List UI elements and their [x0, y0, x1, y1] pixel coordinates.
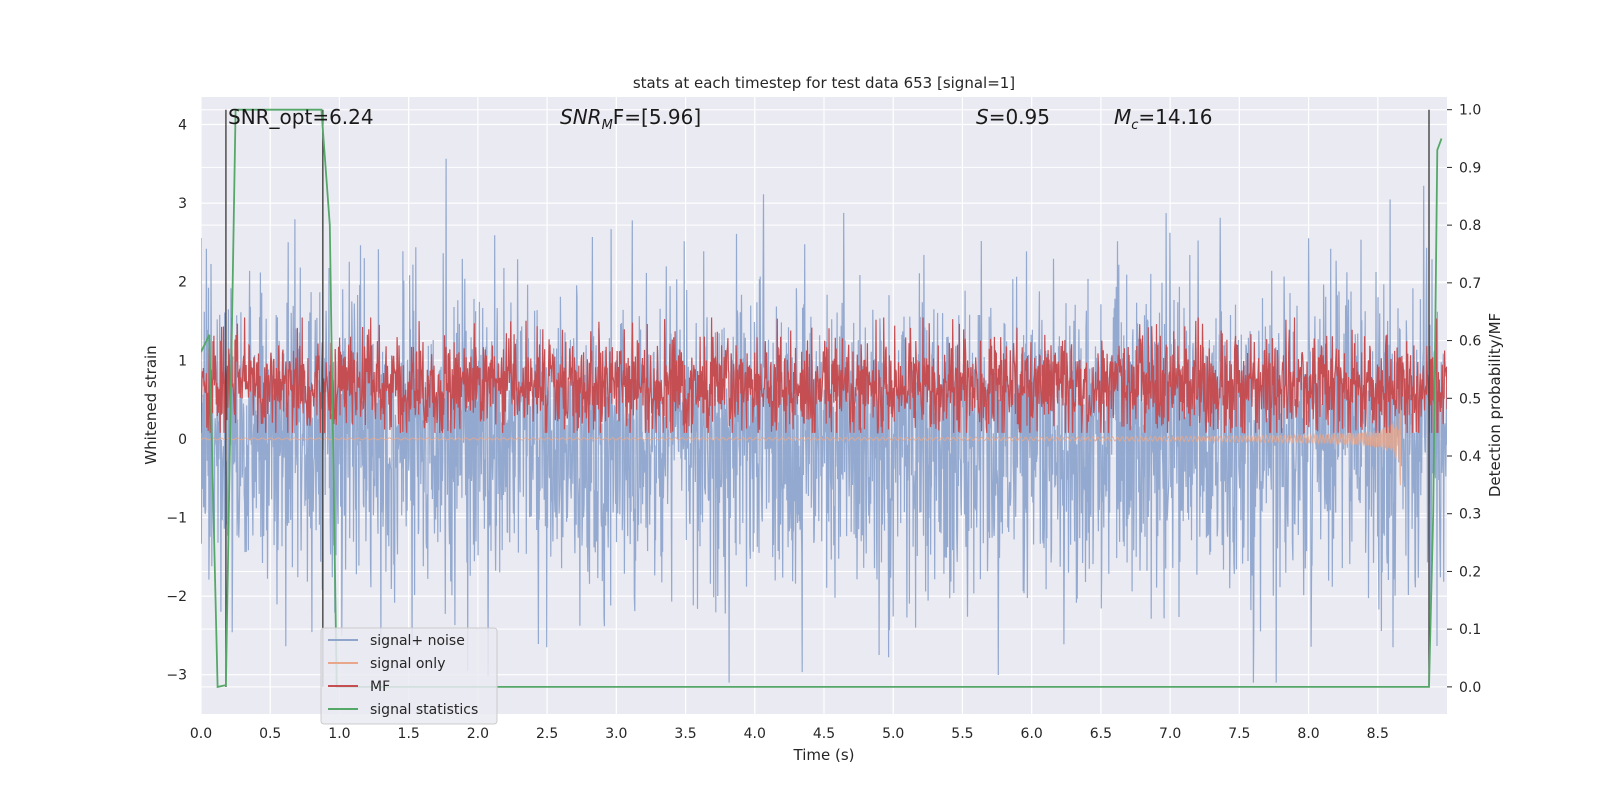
y-tick-label: −2: [166, 589, 187, 605]
x-tick-label: 3.0: [605, 726, 627, 742]
legend: signal+ noise signal only MF signal stat…: [320, 627, 498, 725]
x-tick-label: 2.0: [467, 726, 489, 742]
x-tick-label: 7.5: [1228, 726, 1250, 742]
s-name: S: [976, 105, 989, 129]
x-tick-label: 5.5: [951, 726, 973, 742]
x-tick-label: 4.0: [744, 726, 766, 742]
mc-base: M: [1114, 105, 1131, 129]
legend-label-signal-noise: signal+ noise: [370, 633, 465, 649]
y2-tick-label: 0.1: [1459, 622, 1481, 638]
series-signal-noise: [201, 158, 1447, 683]
y2-tick-label: 0.3: [1459, 507, 1481, 523]
y-tick-label: 1: [178, 353, 187, 369]
s-rest: =0.95: [989, 105, 1050, 129]
x-tick-label: 0.5: [259, 726, 281, 742]
x-tick-label: 1.0: [328, 726, 350, 742]
legend-box: [320, 627, 498, 725]
y-tick-label: 2: [178, 275, 187, 291]
annotation-s: S=0.95: [976, 105, 1050, 129]
annotation-snr-opt: SNR_opt=6.24: [228, 105, 374, 129]
x-axis-ticks: 0.0 0.5 1.0 1.5 2.0 2.5 3.0 3.5 4.0 4.5 5.0 5.5 6.0 6…: [190, 726, 1389, 742]
snr-mf-sub: M: [602, 118, 613, 133]
x-tick-label: 7.0: [1159, 726, 1181, 742]
legend-label-signal-only: signal only: [370, 656, 445, 672]
y2-tick-label: 0.6: [1459, 334, 1481, 350]
y-tick-label: −3: [166, 668, 187, 684]
y-axis-label: Whitened strain: [142, 345, 160, 464]
x-tick-label: 0.0: [190, 726, 212, 742]
y-tick-label: 4: [178, 118, 187, 134]
y2-tick-label: 0.8: [1459, 218, 1481, 234]
y2-axis-label: Detection probability/MF: [1486, 313, 1504, 497]
y-tick-label: 0: [178, 432, 187, 448]
legend-label-mf: MF: [370, 679, 390, 695]
y2-tick-label: 0.2: [1459, 564, 1481, 580]
mc-rest: =14.16: [1138, 105, 1212, 129]
annotation-mc: Mc=14.16: [1114, 105, 1212, 133]
x-tick-label: 8.5: [1367, 726, 1389, 742]
x-axis-label: Time (s): [793, 746, 855, 764]
legend-label-signal-statistics: signal statistics: [370, 702, 478, 718]
y2-tick-label: 0.0: [1459, 680, 1481, 696]
x-tick-label: 6.5: [1090, 726, 1112, 742]
series-mf: [201, 317, 1447, 435]
y2-axis-ticks: 0.0 0.1 0.2 0.3 0.4 0.5 0.6 0.7 0.8 0.9 1.0: [1447, 103, 1481, 696]
chart-title: stats at each timestep for test data 653…: [633, 74, 1015, 92]
y-tick-label: 3: [178, 196, 187, 212]
vertical-markers: [225, 109, 1430, 687]
series-signal-only: [201, 367, 1402, 486]
series-signal-statistics: [201, 108, 1443, 689]
y-tick-label: −1: [166, 511, 187, 527]
y2-tick-label: 0.5: [1459, 391, 1481, 407]
x-tick-label: 4.5: [813, 726, 835, 742]
x-tick-label: 3.5: [674, 726, 696, 742]
x-tick-label: 5.0: [882, 726, 904, 742]
x-tick-label: 8.0: [1297, 726, 1319, 742]
snr-mf-base: SNR: [560, 105, 602, 129]
snr-mf-rest: F=[5.96]: [613, 105, 701, 129]
x-tick-label: 6.0: [1021, 726, 1043, 742]
y2-tick-label: 0.4: [1459, 449, 1481, 465]
y2-tick-label: 0.9: [1459, 160, 1481, 176]
mc-sub: c: [1131, 118, 1138, 133]
annotation-snr-mf: SNRMF=[5.96]: [560, 105, 701, 133]
y-axis-ticks: −3 −2 −1 0 1 2 3 4: [166, 118, 187, 684]
x-tick-label: 2.5: [536, 726, 558, 742]
y2-tick-label: 1.0: [1459, 103, 1481, 119]
y2-tick-label: 0.7: [1459, 276, 1481, 292]
x-tick-label: 1.5: [398, 726, 420, 742]
